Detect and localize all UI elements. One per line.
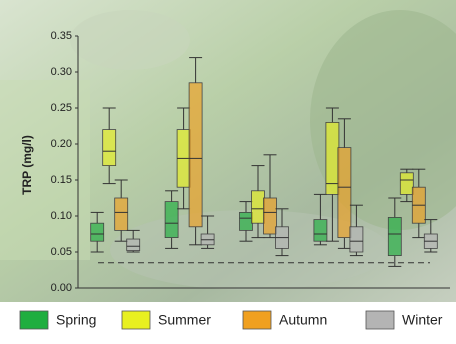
box — [90, 222, 105, 242]
y-tick-label: 0.15 — [51, 174, 72, 186]
box — [337, 147, 352, 239]
y-tick-label: 0.35 — [51, 30, 72, 42]
y-tick-label: 0.10 — [51, 210, 72, 222]
box — [114, 197, 129, 231]
legend-label: Winter — [402, 312, 443, 328]
legend-swatch — [121, 310, 151, 330]
y-axis-label: TRP (mg/l) — [20, 135, 34, 195]
y-tick-label: 0.05 — [51, 246, 72, 258]
box — [188, 82, 203, 228]
legend-label: Spring — [56, 312, 96, 328]
box — [387, 217, 402, 257]
box — [164, 201, 179, 239]
box — [251, 190, 265, 224]
box — [126, 238, 141, 251]
legend-label: Autumn — [279, 312, 327, 328]
box — [349, 226, 364, 253]
y-tick-label: 0.20 — [51, 138, 72, 150]
y-tick-label: 0.00 — [51, 282, 72, 294]
y-tick-label: 0.25 — [51, 102, 72, 114]
box — [399, 172, 414, 195]
box — [313, 219, 328, 242]
box — [239, 211, 253, 231]
legend-swatch — [242, 310, 272, 330]
legend-swatch — [19, 310, 49, 330]
photo-foliage — [70, 10, 190, 70]
box — [263, 197, 277, 235]
box — [102, 129, 117, 167]
y-tick-label: 0.30 — [51, 66, 72, 78]
photo-grass — [0, 80, 90, 260]
legend-swatch — [365, 310, 395, 330]
legend-label: Summer — [158, 312, 211, 328]
